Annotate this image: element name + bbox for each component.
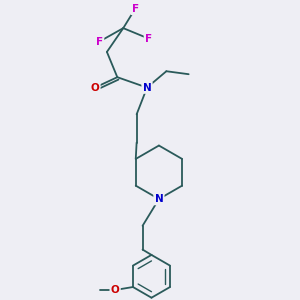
Text: O: O [111,285,119,295]
Text: F: F [132,4,139,14]
Text: O: O [91,82,99,93]
Text: F: F [96,37,103,46]
Text: F: F [145,34,152,44]
Text: N: N [154,194,163,204]
Text: N: N [143,82,152,93]
